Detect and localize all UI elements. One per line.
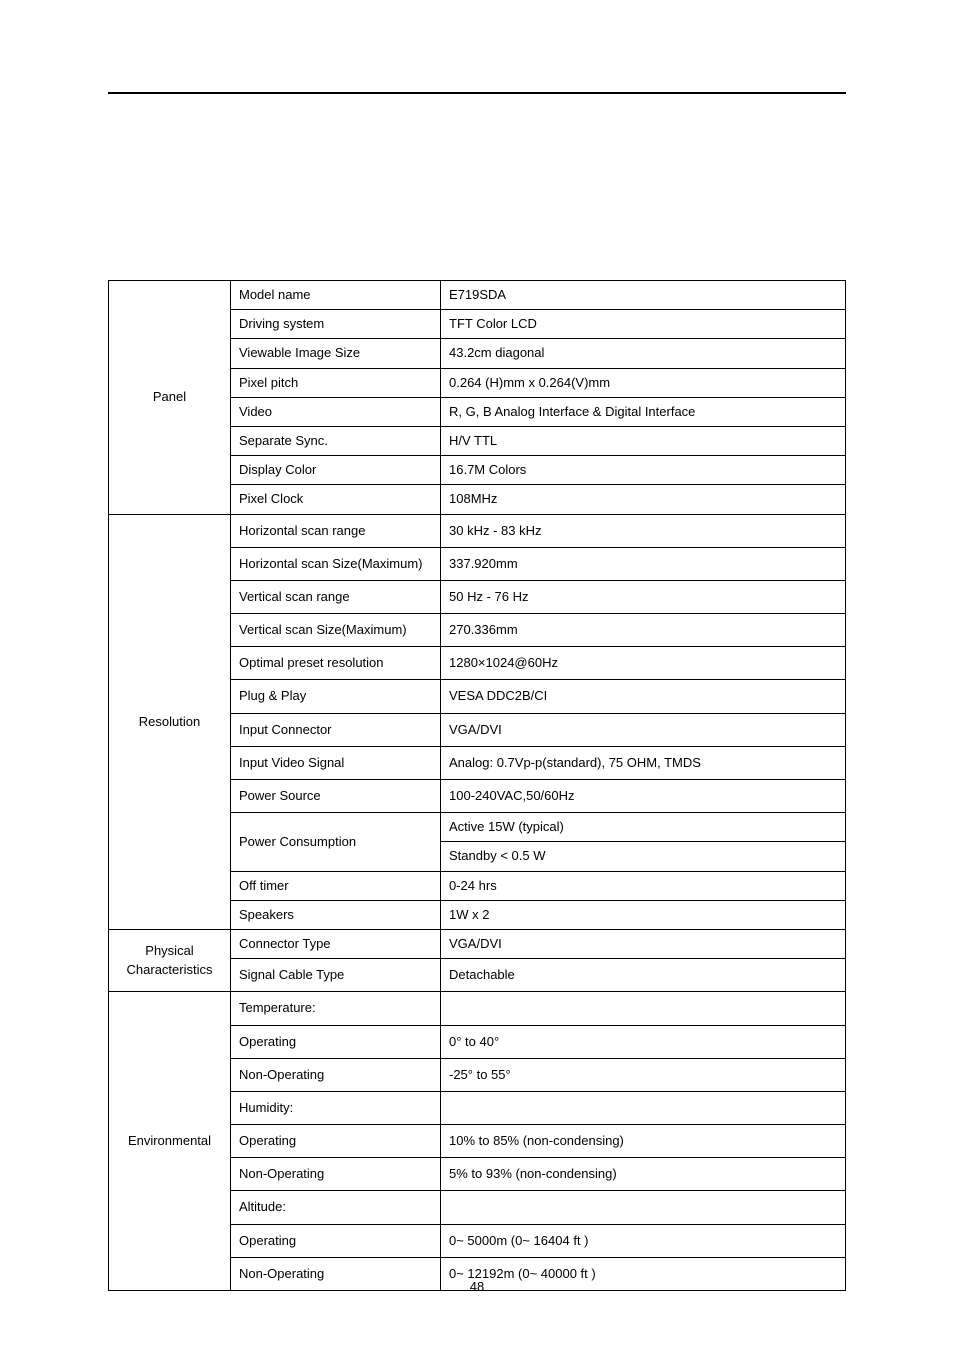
category-physical-line1: Physical [117,942,222,960]
value-cell: VGA/DVI [441,929,846,958]
param-cell: Power Consumption [231,813,441,871]
value-cell: Active 15W (typical) [441,813,846,842]
param-cell: Input Video Signal [231,746,441,779]
param-cell: Power Source [231,780,441,813]
value-cell: 5% to 93% (non-condensing) [441,1158,846,1191]
value-cell: 337.920mm [441,547,846,580]
param-cell: Humidity: [231,1091,441,1124]
param-cell: Display Color [231,456,441,485]
param-cell: Speakers [231,900,441,929]
value-cell: 270.336mm [441,614,846,647]
param-cell: Horizontal scan range [231,514,441,547]
param-cell: Pixel pitch [231,368,441,397]
value-cell: 0~ 5000m (0~ 16404 ft ) [441,1224,846,1257]
value-cell [441,1091,846,1124]
category-resolution: Resolution [109,514,231,929]
param-cell: Non-Operating [231,1158,441,1191]
category-panel: Panel [109,281,231,515]
value-cell: 1W x 2 [441,900,846,929]
param-cell: Altitude: [231,1191,441,1224]
category-environmental: Environmental [109,992,231,1291]
param-cell: Vertical scan range [231,580,441,613]
value-cell: Analog: 0.7Vp-p(standard), 75 OHM, TMDS [441,746,846,779]
param-cell: Model name [231,281,441,310]
value-cell: 1280×1024@60Hz [441,647,846,680]
header-rule [108,92,846,94]
param-cell: Vertical scan Size(Maximum) [231,614,441,647]
value-cell: 43.2cm diagonal [441,339,846,368]
value-cell: R, G, B Analog Interface & Digital Inter… [441,397,846,426]
value-cell: 50 Hz - 76 Hz [441,580,846,613]
param-cell: Non-Operating [231,1058,441,1091]
page-number: 48 [0,1279,954,1294]
value-cell: 0° to 40° [441,1025,846,1058]
param-cell: Operating [231,1224,441,1257]
param-cell: Viewable Image Size [231,339,441,368]
param-cell: Connector Type [231,929,441,958]
value-cell: 108MHz [441,485,846,514]
value-cell: 100-240VAC,50/60Hz [441,780,846,813]
specification-table: Panel Model name E719SDA Driving system … [108,280,846,1291]
table-row: Environmental Temperature: [109,992,846,1025]
param-cell: Off timer [231,871,441,900]
value-cell: 0-24 hrs [441,871,846,900]
param-cell: Input Connector [231,713,441,746]
value-cell: H/V TTL [441,426,846,455]
param-cell: Horizontal scan Size(Maximum) [231,547,441,580]
table-row: Panel Model name E719SDA [109,281,846,310]
value-cell: Standby < 0.5 W [441,842,846,871]
value-cell: TFT Color LCD [441,310,846,339]
param-cell: Separate Sync. [231,426,441,455]
param-cell: Temperature: [231,992,441,1025]
value-cell: E719SDA [441,281,846,310]
value-cell: VGA/DVI [441,713,846,746]
value-cell: 0.264 (H)mm x 0.264(V)mm [441,368,846,397]
category-physical-line2: Characteristics [117,961,222,979]
value-cell: 10% to 85% (non-condensing) [441,1125,846,1158]
param-cell: Signal Cable Type [231,959,441,992]
value-cell [441,992,846,1025]
param-cell: Optimal preset resolution [231,647,441,680]
param-cell: Operating [231,1125,441,1158]
table-row: Resolution Horizontal scan range 30 kHz … [109,514,846,547]
param-cell: Pixel Clock [231,485,441,514]
value-cell: VESA DDC2B/CI [441,680,846,713]
param-cell: Driving system [231,310,441,339]
param-cell: Operating [231,1025,441,1058]
value-cell: 30 kHz - 83 kHz [441,514,846,547]
value-cell: -25° to 55° [441,1058,846,1091]
table-row: Physical Characteristics Connector Type … [109,929,846,958]
value-cell: Detachable [441,959,846,992]
param-cell: Plug & Play [231,680,441,713]
category-physical: Physical Characteristics [109,929,231,991]
param-cell: Video [231,397,441,426]
value-cell [441,1191,846,1224]
value-cell: 16.7M Colors [441,456,846,485]
